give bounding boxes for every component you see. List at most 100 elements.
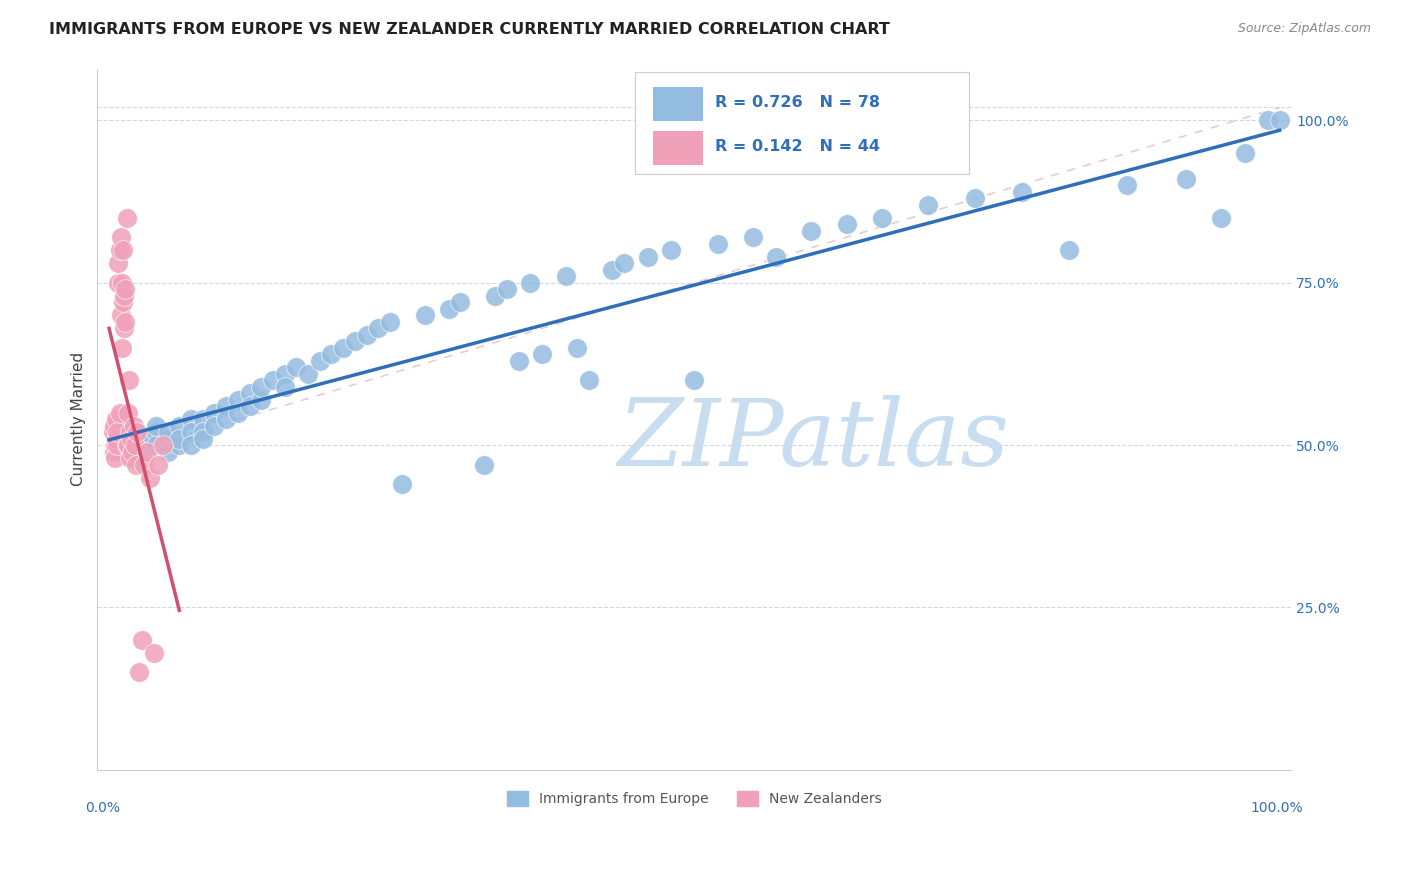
Point xyxy=(156,425,179,439)
Point xyxy=(145,425,167,439)
Point xyxy=(437,301,460,316)
Point xyxy=(332,341,354,355)
Point xyxy=(105,425,128,439)
Point xyxy=(1268,113,1291,128)
Text: ZIPatlas: ZIPatlas xyxy=(617,395,1010,485)
Point xyxy=(659,244,682,258)
Point xyxy=(835,217,858,231)
Point xyxy=(567,341,589,355)
Point xyxy=(105,412,128,426)
Text: Source: ZipAtlas.com: Source: ZipAtlas.com xyxy=(1237,22,1371,36)
Point xyxy=(104,438,127,452)
Point xyxy=(343,334,366,348)
Point xyxy=(519,276,541,290)
Point xyxy=(103,444,125,458)
Point xyxy=(108,406,131,420)
Point xyxy=(117,406,139,420)
Point xyxy=(111,341,134,355)
Point xyxy=(215,399,238,413)
Point xyxy=(496,282,519,296)
Point xyxy=(104,450,127,465)
Point xyxy=(148,458,170,472)
Point xyxy=(180,438,202,452)
Point xyxy=(378,315,401,329)
Point xyxy=(156,432,179,446)
Point xyxy=(134,444,156,458)
Point xyxy=(870,211,893,225)
Point xyxy=(118,373,141,387)
Point xyxy=(202,418,225,433)
Point xyxy=(226,392,249,407)
FancyBboxPatch shape xyxy=(634,72,969,174)
Point xyxy=(112,321,135,335)
Point xyxy=(135,444,157,458)
Text: R = 0.726   N = 78: R = 0.726 N = 78 xyxy=(714,95,880,110)
Point xyxy=(169,438,191,452)
Point xyxy=(112,289,135,303)
Text: IMMIGRANTS FROM EUROPE VS NEW ZEALANDER CURRENTLY MARRIED CORRELATION CHART: IMMIGRANTS FROM EUROPE VS NEW ZEALANDER … xyxy=(49,22,890,37)
Point xyxy=(215,412,238,426)
Text: 100.0%: 100.0% xyxy=(1251,801,1303,815)
Point xyxy=(191,432,214,446)
Point xyxy=(112,295,135,310)
Point xyxy=(683,373,706,387)
Point xyxy=(134,458,156,472)
Text: R = 0.142   N = 44: R = 0.142 N = 44 xyxy=(714,139,880,154)
Point xyxy=(121,425,143,439)
Point xyxy=(637,250,659,264)
Point xyxy=(321,347,343,361)
Point xyxy=(180,425,202,439)
Point xyxy=(108,244,131,258)
Point xyxy=(103,418,125,433)
Point xyxy=(105,438,128,452)
Point xyxy=(111,276,134,290)
Point xyxy=(1057,244,1080,258)
Point xyxy=(114,315,136,329)
Point xyxy=(145,418,167,433)
Point xyxy=(965,191,987,205)
Point xyxy=(131,632,153,647)
Point xyxy=(115,211,138,225)
Point xyxy=(250,379,273,393)
Point xyxy=(191,425,214,439)
Text: 0.0%: 0.0% xyxy=(86,801,121,815)
Point xyxy=(142,646,165,660)
Legend: Immigrants from Europe, New Zealanders: Immigrants from Europe, New Zealanders xyxy=(502,786,887,812)
Point xyxy=(124,438,146,452)
Point xyxy=(120,425,142,439)
Point xyxy=(191,412,214,426)
Point xyxy=(1116,178,1139,193)
Point xyxy=(105,432,128,446)
Point xyxy=(107,276,129,290)
Point xyxy=(367,321,389,335)
Point xyxy=(391,477,413,491)
Point xyxy=(273,367,295,381)
Point xyxy=(110,444,132,458)
Point xyxy=(112,244,135,258)
Point xyxy=(114,282,136,296)
Point xyxy=(262,373,284,387)
Point xyxy=(202,406,225,420)
Point xyxy=(1209,211,1232,225)
Point xyxy=(110,308,132,322)
Point xyxy=(1233,145,1256,160)
Y-axis label: Currently Married: Currently Married xyxy=(72,352,86,486)
Point xyxy=(741,230,763,244)
Point xyxy=(297,367,319,381)
Point xyxy=(238,386,260,401)
Point xyxy=(1011,185,1033,199)
Point xyxy=(110,230,132,244)
Point xyxy=(107,256,129,270)
Point xyxy=(134,432,156,446)
Point xyxy=(120,432,142,446)
FancyBboxPatch shape xyxy=(652,131,703,165)
Point xyxy=(800,224,823,238)
Point xyxy=(238,399,260,413)
Point xyxy=(128,665,150,680)
Point xyxy=(356,327,378,342)
Point xyxy=(706,236,728,251)
Point xyxy=(127,425,149,439)
Point xyxy=(226,406,249,420)
Point xyxy=(120,450,142,465)
Point xyxy=(273,379,295,393)
